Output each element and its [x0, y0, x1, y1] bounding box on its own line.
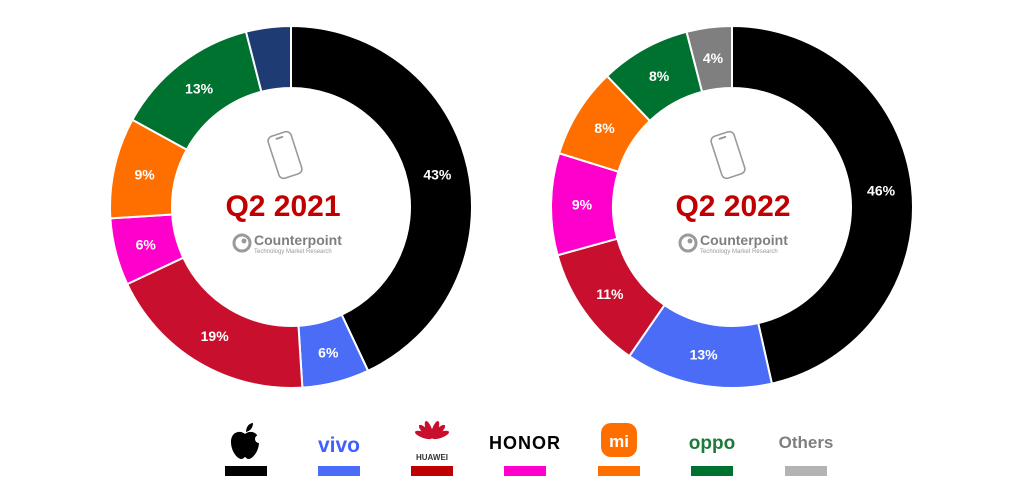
slice-label-oppo: 13% — [185, 80, 214, 96]
legend-label-honor: HONOR — [489, 433, 561, 453]
legend-label-vivo: vivo — [318, 434, 360, 457]
slice-label-huawei: 11% — [596, 286, 624, 302]
legend-item-xiaomi: mi — [598, 423, 640, 476]
slice-others — [685, 24, 733, 94]
legend-item-others: Others — [779, 433, 834, 476]
donut-chart-q2-2021: 43% 6% 19% 6% 9% 13% — [109, 24, 473, 389]
donut-center-q2-2022: Q2 2022 Counterpoint Technology Market R… — [675, 130, 791, 255]
slice-label-oppo: 8% — [649, 68, 670, 84]
donut-center-q2-2021: Q2 2021 Counterpoint Technology Market R… — [225, 130, 342, 255]
legend-item-huawei: HUAWEI — [411, 421, 453, 476]
legend-swatch-oppo — [691, 466, 733, 476]
counterpoint-logo-icon — [678, 233, 698, 253]
chart-title-q2-2022: Q2 2022 — [675, 190, 790, 223]
huawei-flower-icon — [415, 421, 449, 440]
slice-label-others: 4% — [703, 50, 724, 66]
watermark-tagline: Technology Market Research — [254, 249, 332, 255]
slice-label-vivo: 13% — [690, 346, 719, 362]
slice-label-honor: 9% — [572, 197, 593, 213]
watermark-brand: Counterpoint — [254, 232, 342, 248]
xiaomi-logo-icon — [601, 423, 637, 457]
legend-label-xiaomi: mi — [609, 432, 629, 451]
slice-label-vivo: 6% — [318, 344, 339, 360]
watermark-brand: Counterpoint — [700, 232, 788, 248]
slice-label-huawei: 19% — [201, 328, 230, 344]
legend-label-others: Others — [779, 433, 834, 452]
legend: vivo HUAWEI HONOR — [225, 421, 834, 476]
counterpoint-logo-icon — [232, 233, 252, 253]
apple-logo-icon — [231, 423, 263, 459]
legend-swatch-apple — [225, 466, 267, 476]
phone-icon — [267, 130, 303, 180]
legend-item-vivo: vivo — [318, 434, 360, 476]
slice-label-honor: 6% — [136, 236, 157, 252]
legend-item-apple — [225, 423, 267, 476]
slice-huawei — [125, 256, 304, 389]
legend-item-honor: HONOR — [489, 433, 561, 476]
slice-apple — [290, 24, 473, 373]
slice-label-apple: 43% — [423, 166, 452, 182]
donut-chart-q2-2022: 46% 13% 11% 9% 8% 8% 4% — [550, 24, 914, 389]
legend-swatch-vivo — [318, 466, 360, 476]
slice-apple — [731, 24, 914, 385]
legend-label-huawei: HUAWEI — [416, 453, 448, 462]
legend-label-oppo: oppo — [689, 433, 735, 454]
slice-label-xiaomi: 9% — [134, 166, 155, 182]
phone-icon — [710, 130, 746, 180]
legend-swatch-xiaomi — [598, 466, 640, 476]
slice-others — [244, 24, 292, 93]
watermark-tagline: Technology Market Research — [700, 249, 778, 255]
chart-title-q2-2021: Q2 2021 — [225, 190, 340, 223]
legend-swatch-others — [785, 466, 827, 476]
legend-swatch-honor — [504, 466, 546, 476]
legend-swatch-huawei — [411, 466, 453, 476]
legend-item-oppo: oppo — [689, 433, 735, 476]
slice-label-xiaomi: 8% — [594, 120, 615, 136]
slice-label-apple: 46% — [867, 182, 896, 198]
